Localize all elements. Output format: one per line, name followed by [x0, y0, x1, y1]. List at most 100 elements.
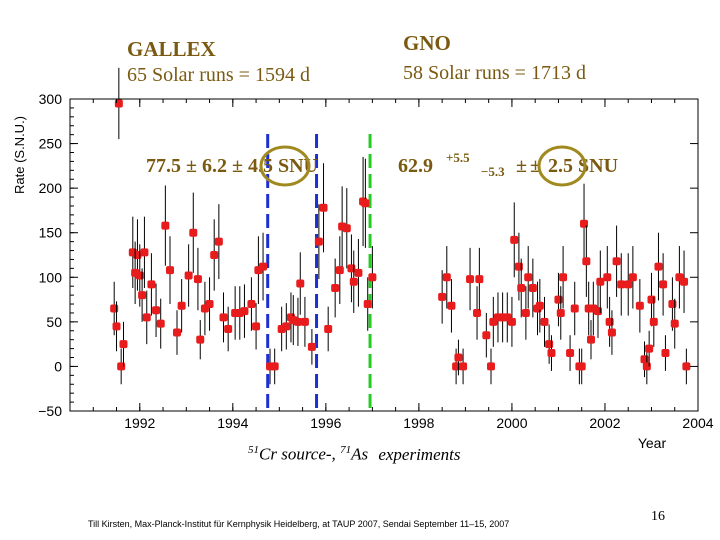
- data-point-marker: [654, 262, 663, 271]
- data-point-marker: [454, 353, 463, 362]
- data-point-marker: [296, 279, 305, 288]
- data-point-marker: [161, 221, 170, 230]
- data-point-marker: [142, 313, 151, 322]
- data-point-marker: [680, 277, 689, 286]
- x-tick-label: 1998: [403, 415, 434, 431]
- x-tick-label: 1994: [217, 415, 248, 431]
- data-point-marker: [270, 362, 279, 371]
- data-point-marker: [517, 283, 526, 292]
- data-point-marker: [442, 273, 451, 282]
- data-point-marker: [307, 342, 316, 351]
- data-point-marker: [219, 313, 228, 322]
- data-point-marker: [566, 349, 575, 358]
- gallex-result: 77.5 ± 6.2 ± 4.5 SNU: [146, 155, 318, 177]
- data-point-marker: [331, 283, 340, 292]
- data-point-marker: [670, 319, 679, 328]
- gallex-runs: 65 Solar runs = 1594 d: [127, 64, 310, 86]
- data-point-marker: [438, 292, 447, 301]
- data-point-marker: [177, 301, 186, 310]
- y-tick-label: 50: [46, 314, 62, 330]
- data-point-marker: [193, 275, 202, 284]
- data-point-marker: [368, 273, 377, 282]
- data-point-marker: [603, 273, 612, 282]
- gno-sys-highlight-circle: [537, 145, 587, 187]
- plot-frame: [69, 98, 699, 412]
- data-point-marker: [540, 317, 549, 326]
- data-point-marker: [628, 273, 637, 282]
- caption-as-sup: 71: [340, 444, 352, 456]
- data-point-marker: [224, 324, 233, 333]
- data-point-marker: [459, 362, 468, 371]
- data-point-marker: [607, 328, 616, 337]
- y-tick-label: 150: [39, 225, 63, 241]
- data-point-marker: [252, 322, 261, 331]
- caption: 51Cr source-, 71As experiments: [248, 444, 460, 465]
- gno-title: GNO: [403, 31, 451, 55]
- data-point-marker: [361, 199, 370, 208]
- data-point-marker: [214, 237, 223, 246]
- data-point-marker: [240, 307, 249, 316]
- data-points: [110, 67, 691, 385]
- data-point-marker: [259, 262, 268, 271]
- gno-result-sys: 2.5 SNU: [548, 155, 618, 177]
- y-tick-label: 300: [39, 91, 63, 107]
- data-point-marker: [354, 268, 363, 277]
- caption-cr-sup: 51: [248, 444, 259, 456]
- caption-cr: Cr source-,: [259, 444, 336, 464]
- data-point-marker: [559, 273, 568, 282]
- data-point-marker: [112, 322, 121, 331]
- data-point-marker: [147, 280, 156, 289]
- data-point-marker: [335, 266, 344, 275]
- data-point-marker: [507, 317, 516, 326]
- data-point-marker: [293, 317, 302, 326]
- data-point-marker: [156, 319, 165, 328]
- data-point-marker: [510, 235, 519, 244]
- data-point-marker: [349, 277, 358, 286]
- data-point-marker: [577, 362, 586, 371]
- data-point-marker: [363, 300, 372, 309]
- plot-border: [69, 98, 699, 412]
- data-point-marker: [324, 324, 333, 333]
- data-point-marker: [570, 304, 579, 313]
- y-tick-label: 0: [54, 358, 62, 374]
- data-point-marker: [140, 248, 149, 257]
- x-tick-label: 2002: [589, 415, 620, 431]
- caption-as: As: [351, 444, 369, 464]
- data-point-marker: [342, 224, 351, 233]
- x-tick-label: 1996: [310, 415, 341, 431]
- gno-result-pm-stat: ±: [516, 155, 527, 177]
- data-point-marker: [612, 257, 621, 266]
- data-point-marker: [587, 335, 596, 344]
- data-point-marker: [189, 228, 198, 237]
- data-point-marker: [624, 280, 633, 289]
- data-point-marker: [524, 273, 533, 282]
- data-point-marker: [682, 362, 691, 371]
- data-point-marker: [521, 308, 530, 317]
- data-point-marker: [535, 301, 544, 310]
- data-point-marker: [596, 277, 605, 286]
- data-point-marker: [300, 317, 309, 326]
- caption-tail: experiments: [378, 444, 461, 464]
- data-point-marker: [486, 362, 495, 371]
- footer-credit: Till Kirsten, Max-Planck-Institut für Ke…: [88, 519, 510, 529]
- data-point-marker: [166, 266, 175, 275]
- page-number: 16: [651, 509, 665, 524]
- data-point-marker: [152, 306, 161, 315]
- gno-result-value: 62.9: [398, 155, 433, 177]
- y-tick-label: 100: [39, 269, 63, 285]
- y-tick-label: −50: [38, 403, 62, 419]
- data-point-marker: [447, 301, 456, 310]
- gno-result-pm-sys: ±: [530, 155, 541, 177]
- data-point-marker: [475, 275, 484, 284]
- axis-ticks: 1992 1994 1996 1998 2000 2002 2004 −50 0 50 100 150…: [38, 91, 714, 431]
- gno-result-stat-plus: +5.5: [446, 150, 470, 165]
- data-point-marker: [314, 237, 323, 246]
- y-tick-label: 250: [39, 136, 63, 152]
- x-tick-label: 1992: [124, 415, 155, 431]
- y-axis-label: Rate (S.N.U.): [12, 116, 27, 194]
- data-point-marker: [119, 340, 128, 349]
- data-point-marker: [482, 331, 491, 340]
- data-point-marker: [319, 203, 328, 212]
- data-point-marker: [617, 280, 626, 289]
- data-point-marker: [247, 300, 256, 309]
